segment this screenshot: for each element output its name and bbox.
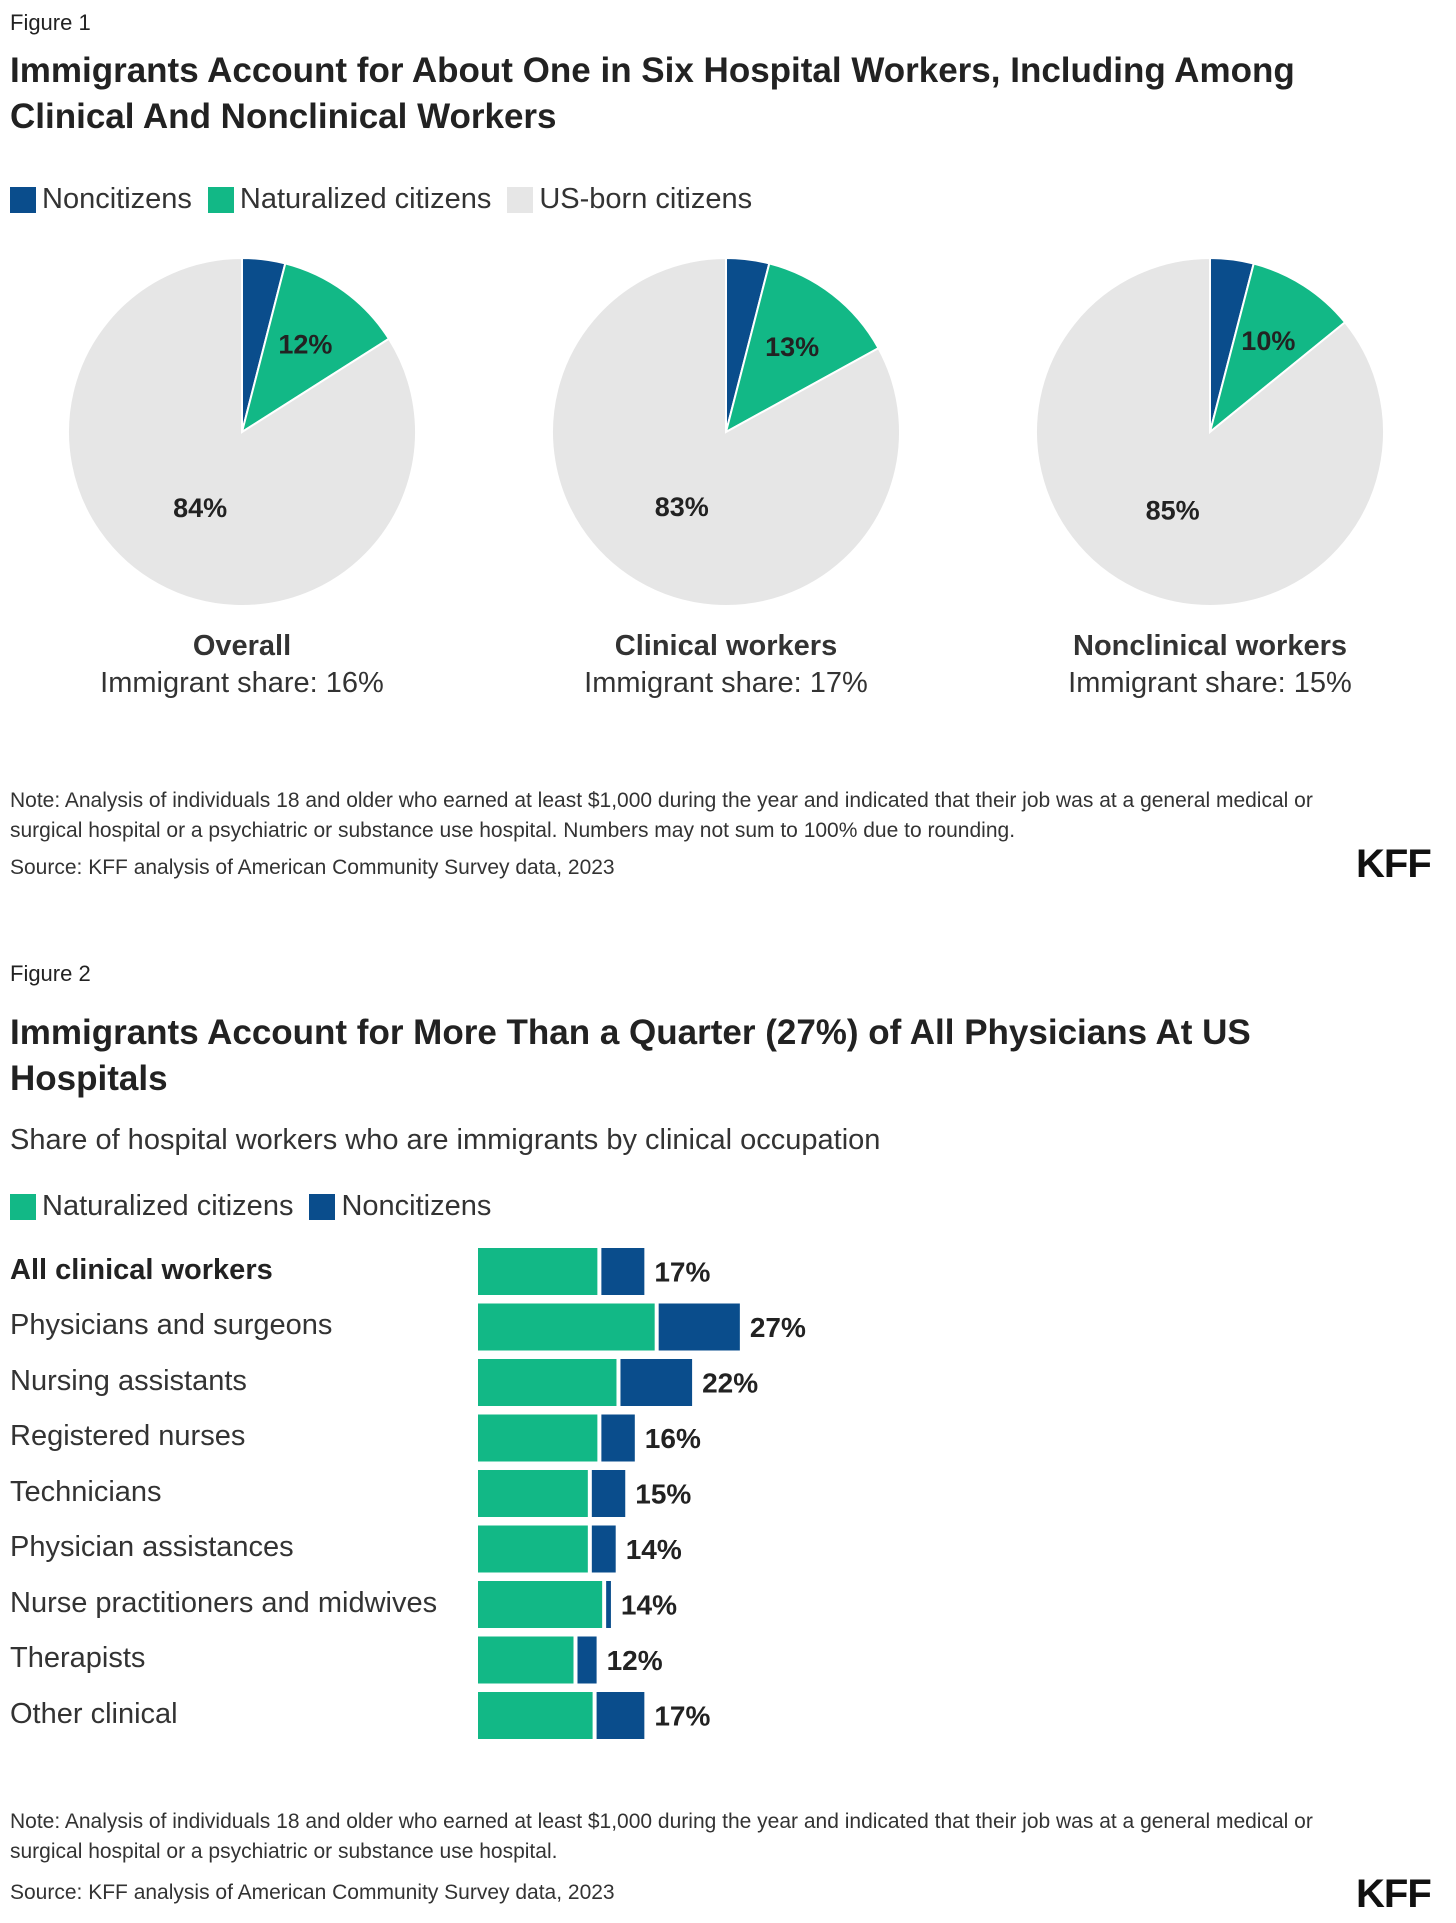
pie-label-nonclinical-workers-us-born-citizens: 85% bbox=[1146, 496, 1200, 526]
legend-swatch-naturalized-2 bbox=[10, 1193, 36, 1220]
bar-category-other-clinical: Other clinical bbox=[10, 1697, 178, 1730]
bar-total-label-nursing-assistants: 22% bbox=[702, 1368, 758, 1399]
pie-share-overall: Immigrant share: 16% bbox=[100, 667, 384, 699]
bar-registered-nurses-naturalized-citizens bbox=[478, 1414, 598, 1462]
pie-slice-clinical-workers-us-born-citizens bbox=[551, 256, 901, 607]
pie-slice-overall-us-born-citizens bbox=[67, 256, 417, 607]
bar-physician-assistances-noncitizens bbox=[591, 1525, 616, 1573]
figure1-title: Immigrants Account for About One in Six … bbox=[10, 51, 1295, 136]
figure2-source: Source: KFF analysis of American Communi… bbox=[10, 1881, 615, 1904]
legend-item-naturalized-2: Naturalized citizens bbox=[10, 1190, 293, 1223]
bar-category-nursing-assistants: Nursing assistants bbox=[10, 1364, 247, 1397]
pie-caption-nonclinical: Nonclinical workers Immigrant share: 15% bbox=[1010, 628, 1410, 702]
bar-other-clinical-noncitizens bbox=[596, 1692, 645, 1739]
legend-item-noncitizens-2: Noncitizens bbox=[309, 1190, 491, 1223]
bar-other-clinical-naturalized-citizens bbox=[478, 1692, 593, 1739]
pie-label-clinical-workers-naturalized-citizens: 13% bbox=[765, 332, 819, 362]
kff-logo: KFF bbox=[1356, 842, 1432, 886]
legend-label-us-born: US-born citizens bbox=[539, 183, 753, 215]
figure2-subtitle: Share of hospital workers who are immigr… bbox=[10, 1124, 881, 1156]
pie-share-clinical: Immigrant share: 17% bbox=[584, 667, 868, 699]
bar-total-label-physician-assistances: 14% bbox=[626, 1534, 682, 1565]
figure2-label: Figure 2 bbox=[10, 961, 91, 986]
pie-label-overall-naturalized-citizens: 12% bbox=[278, 330, 332, 360]
legend-swatch-us-born bbox=[507, 186, 534, 213]
legend-swatch-noncitizens-2 bbox=[309, 1193, 336, 1220]
pie-label-overall-us-born-citizens: 84% bbox=[173, 493, 227, 523]
bar-nurse-practitioners-and-midwives-noncitizens bbox=[606, 1581, 611, 1628]
pie-label-nonclinical-workers-naturalized-citizens: 10% bbox=[1241, 326, 1295, 356]
legend-label-noncitizens-2: Noncitizens bbox=[341, 1190, 492, 1222]
pie-share-nonclinical: Immigrant share: 15% bbox=[1068, 667, 1352, 699]
pie-clinical-workers: 13% 83% bbox=[551, 256, 901, 607]
figure2-title: Immigrants Account for More Than a Quart… bbox=[10, 1013, 1251, 1098]
figure1-legend: Noncitizens Naturalized citizens US-born… bbox=[10, 183, 768, 216]
bar-physicians-and-surgeons-naturalized-citizens bbox=[478, 1303, 655, 1351]
figure1-note: Note: Analysis of individuals 18 and old… bbox=[10, 789, 1313, 842]
bar-total-label-registered-nurses: 16% bbox=[645, 1423, 701, 1454]
figure2-legend: Naturalized citizens Noncitizens bbox=[10, 1190, 507, 1223]
bar-therapists-noncitizens bbox=[577, 1636, 597, 1684]
bar-category-therapists: Therapists bbox=[10, 1642, 146, 1674]
bar-category-technicians: Technicians bbox=[10, 1475, 162, 1508]
bar-nursing-assistants-noncitizens bbox=[620, 1359, 693, 1406]
bar-total-label-other-clinical: 17% bbox=[654, 1701, 710, 1732]
pie-slice-overall-naturalized-citizens bbox=[240, 262, 391, 435]
legend-label-naturalized: Naturalized citizens bbox=[239, 183, 492, 215]
pie-caption-overall: Overall Immigrant share: 16% bbox=[42, 628, 442, 702]
bar-registered-nurses-noncitizens bbox=[601, 1414, 635, 1462]
bar-chart: 17% 27% 22%16% 15% 14% 14% 12% 17% bbox=[478, 1248, 806, 1739]
bar-category-physician-assistances: Physician assistances bbox=[10, 1531, 294, 1563]
bar-category-registered-nurses: Registered nurses bbox=[10, 1420, 246, 1452]
legend-item-naturalized: Naturalized citizens bbox=[207, 183, 492, 216]
legend-swatch-noncitizens bbox=[10, 186, 36, 213]
pie-name-clinical: Clinical workers bbox=[614, 630, 838, 662]
bar-technicians-noncitizens bbox=[591, 1470, 626, 1517]
legend-item-us-born: US-born citizens bbox=[507, 183, 752, 216]
bar-all-clinical-workers-noncitizens bbox=[601, 1248, 645, 1295]
legend-item-noncitizens: Noncitizens bbox=[10, 183, 192, 216]
figure1-label: Figure 1 bbox=[10, 10, 91, 35]
bar-category-all-clinical-workers: All clinical workers bbox=[10, 1253, 273, 1286]
bar-category-nurse-practitioners-and-midwives: Nurse practitioners and midwives bbox=[10, 1586, 438, 1619]
bar-category-physicians-and-surgeons: Physicians and surgeons bbox=[10, 1309, 333, 1341]
bar-total-label-physicians-and-surgeons: 27% bbox=[750, 1312, 806, 1343]
bar-total-label-technicians: 15% bbox=[635, 1479, 691, 1510]
bar-physicians-and-surgeons-noncitizens bbox=[658, 1303, 740, 1351]
pie-overall: 12% 84% bbox=[67, 256, 417, 607]
kff-logo-2: KFF bbox=[1356, 1872, 1432, 1916]
bar-all-clinical-workers-naturalized-citizens bbox=[478, 1248, 598, 1295]
legend-swatch-naturalized bbox=[207, 186, 234, 213]
pie-label-clinical-workers-us-born-citizens: 83% bbox=[655, 492, 709, 522]
pie-slice-clinical-workers-naturalized-citizens bbox=[724, 262, 880, 434]
bar-total-label-nurse-practitioners-and-midwives: 14% bbox=[621, 1590, 677, 1621]
bar-nurse-practitioners-and-midwives-naturalized-citizens bbox=[478, 1581, 603, 1628]
pie-caption-clinical: Clinical workers Immigrant share: 17% bbox=[526, 628, 926, 702]
legend-label-naturalized-2: Naturalized citizens bbox=[42, 1190, 294, 1222]
figure1-source: Source: KFF analysis of American Communi… bbox=[10, 856, 615, 879]
pie-charts: 12% 84% 13% 83% 10% 85% bbox=[67, 256, 1385, 607]
pie-name-overall: Overall bbox=[192, 630, 292, 662]
pie-name-nonclinical: Nonclinical workers bbox=[1073, 630, 1347, 662]
bar-total-label-therapists: 12% bbox=[607, 1645, 663, 1676]
bar-therapists-naturalized-citizens bbox=[478, 1636, 574, 1684]
legend-label-noncitizens: Noncitizens bbox=[42, 183, 192, 215]
pie-nonclinical-workers: 10% 85% bbox=[1035, 256, 1385, 607]
bar-nursing-assistants-naturalized-citizens bbox=[478, 1359, 617, 1406]
pie-slice-nonclinical-workers-naturalized-citizens bbox=[1208, 262, 1347, 435]
figure2-note: Note: Analysis of individuals 18 and old… bbox=[10, 1810, 1313, 1863]
pie-slice-nonclinical-workers-us-born-citizens bbox=[1035, 256, 1385, 607]
bar-physician-assistances-naturalized-citizens bbox=[478, 1525, 588, 1573]
bar-technicians-naturalized-citizens bbox=[478, 1470, 588, 1517]
bar-total-label-all-clinical-workers: 17% bbox=[654, 1257, 710, 1288]
